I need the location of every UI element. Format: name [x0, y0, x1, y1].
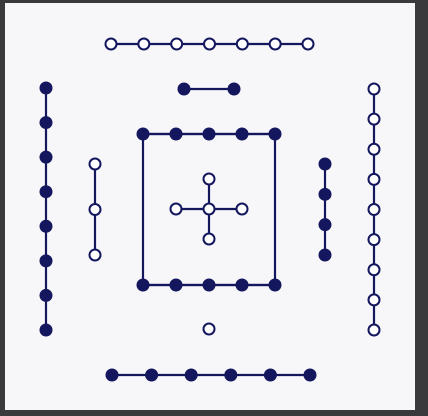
square-top-filled-node: [202, 127, 216, 141]
inner-left-column-open-node: [88, 203, 102, 216]
left-column-filled-node: [39, 219, 53, 233]
right-column-open-node: [367, 263, 381, 277]
left-column-filled-node: [39, 150, 53, 164]
left-column-filled-node: [39, 288, 53, 302]
top-row-open-node: [137, 37, 151, 51]
top-row-open-node: [268, 37, 282, 51]
bottom-row-filled-node: [303, 368, 317, 382]
top-row-open-node: [235, 37, 249, 51]
top-row-open-node: [170, 37, 184, 51]
square-top-filled-node: [169, 127, 183, 141]
left-column-filled-node: [39, 254, 53, 268]
center-cross-open-node: [202, 202, 216, 216]
square-top-filled-node: [235, 127, 249, 141]
center-cross-open-node: [202, 172, 216, 186]
inner-right-column-filled-node: [318, 218, 332, 232]
single-node-open-node: [202, 322, 216, 336]
center-cross-open-node: [202, 232, 216, 246]
square-bottom-filled-node: [268, 278, 282, 292]
square-bottom-filled-node: [235, 278, 249, 292]
right-column-open-node: [367, 142, 381, 156]
bottom-row-filled-node: [224, 368, 238, 382]
bottom-row-filled-node: [145, 368, 159, 382]
center-cross-open-node: [235, 202, 249, 216]
square-top-filled-node: [268, 127, 282, 141]
inner-right-column-filled-node: [318, 157, 332, 171]
center-cross-open-node: [169, 202, 183, 216]
bottom-row-filled-node: [105, 368, 119, 382]
left-column-filled-node: [39, 116, 53, 130]
inner-right-column-filled-node: [318, 248, 332, 262]
top-row-open-node: [104, 37, 118, 51]
top-row-open-node: [301, 37, 315, 51]
left-column-filled-node: [39, 185, 53, 199]
square-top-filled-node: [136, 127, 150, 141]
square-bottom-filled-node: [136, 278, 150, 292]
square-bottom-filled-node: [169, 278, 183, 292]
right-column-open-node: [367, 82, 381, 96]
short-bar-filled-node: [177, 82, 191, 96]
right-column-open-node: [367, 293, 381, 307]
right-column-open-node: [367, 233, 381, 247]
inner-right-column-filled-node: [318, 187, 332, 201]
right-column-open-node: [367, 172, 381, 186]
top-row-open-node: [203, 37, 216, 51]
bottom-row-filled-node: [184, 368, 198, 382]
left-column-filled-node: [39, 323, 53, 337]
inner-left-column-open-node: [88, 248, 102, 262]
right-column-open-node: [367, 323, 381, 337]
square-bottom-filled-node: [202, 278, 216, 292]
bottom-row-filled-node: [263, 368, 277, 382]
left-column-filled-node: [39, 81, 53, 95]
inner-left-column-open-node: [88, 157, 102, 171]
short-bar-filled-node: [227, 82, 241, 96]
right-column-open-node: [367, 112, 381, 126]
right-column-open-node: [367, 203, 381, 216]
